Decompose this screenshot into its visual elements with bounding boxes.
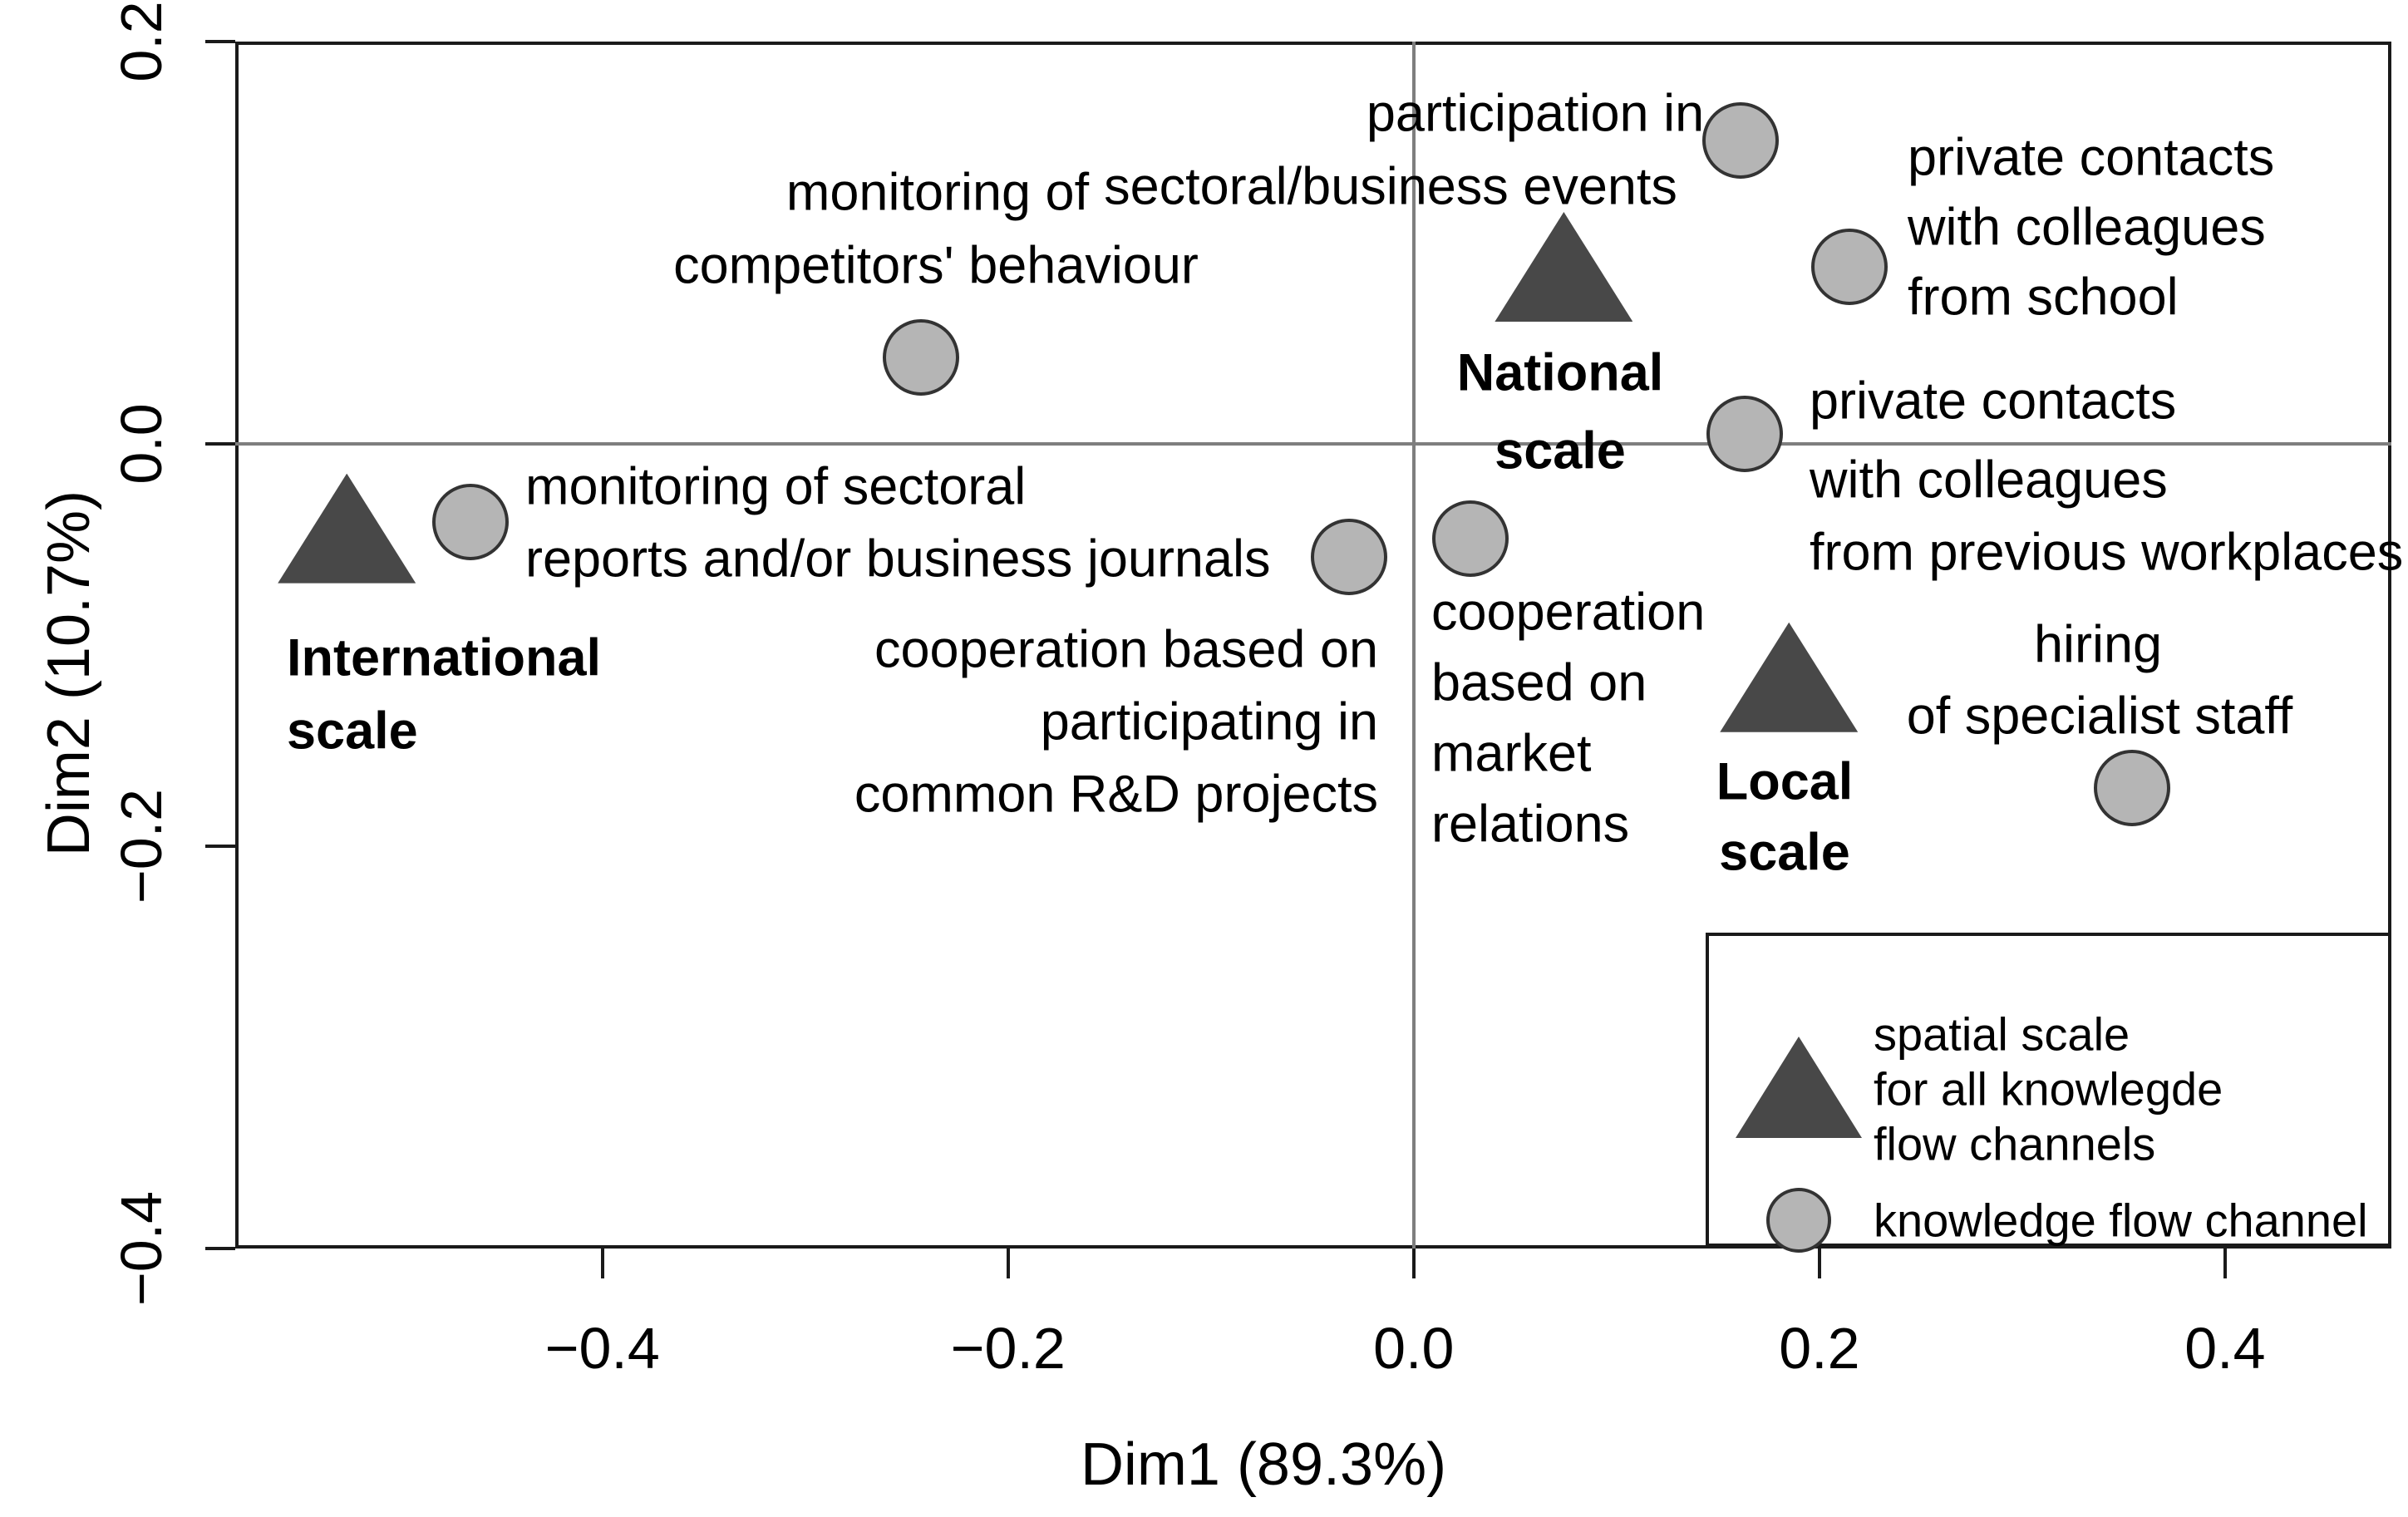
circle-marker-hiring-specialist-staff [2093, 749, 2170, 826]
legend-label-spatial-scale: spatial scale [1874, 1007, 2130, 1061]
x-axis-tick [2223, 1249, 2227, 1278]
circle-marker-monitoring-sectoral-reports [432, 484, 510, 561]
y-zero-reference-line [235, 442, 2391, 446]
point-label-cooperation-market-relations: market [1431, 724, 1592, 783]
point-label-participation-sectoral-business-events: participation in [1366, 84, 1705, 143]
point-label-international-scale: scale [287, 702, 418, 761]
point-label-cooperation-market-relations: cooperation [1431, 583, 1706, 642]
x-axis-tick-label: 0.4 [2184, 1316, 2266, 1381]
point-label-participation-sectoral-business-events: sectoral/business events [1104, 157, 1677, 216]
y-axis-tick [205, 845, 235, 848]
point-label-monitoring-competitors-behaviour: monitoring of [785, 163, 1090, 222]
x-zero-reference-line [1411, 42, 1416, 1249]
x-axis-tick [1817, 1249, 1821, 1278]
y-axis-tick [205, 442, 235, 446]
point-label-international-scale: International [287, 628, 602, 687]
point-label-national-scale: scale [1495, 421, 1626, 480]
point-label-private-contacts-previous-workplaces: from previous workplaces [1810, 523, 2404, 582]
circle-marker-private-contacts-previous-workplaces [1706, 395, 1783, 472]
y-axis-tick-label: −0.2 [109, 788, 174, 904]
x-axis-title: Dim1 (89.3%) [1080, 1431, 1447, 1498]
circle-marker-monitoring-competitors-behaviour [882, 318, 959, 396]
y-axis-tick-label: 0.2 [109, 1, 174, 82]
point-label-monitoring-sectoral-reports: reports and/or business journals [525, 529, 1271, 589]
point-label-local-scale: scale [1719, 823, 1850, 882]
plot-area-border [235, 42, 2391, 1249]
x-axis-tick-label: −0.4 [544, 1316, 660, 1381]
legend-triangle-marker [1736, 1037, 1862, 1138]
point-label-national-scale: National [1456, 343, 1664, 402]
circle-marker-cooperation-common-rd-projects [1310, 518, 1387, 595]
y-axis-tick-label: 0.0 [109, 403, 174, 485]
y-axis-tick [205, 1247, 235, 1250]
x-axis-tick-label: −0.2 [950, 1316, 1066, 1381]
x-axis-tick-label: 0.0 [1373, 1316, 1455, 1381]
y-axis-tick-label: −0.4 [109, 1190, 174, 1307]
point-label-hiring-specialist-staff: of specialist staff [1906, 687, 2293, 746]
point-label-cooperation-market-relations: based on [1431, 653, 1647, 712]
y-axis-tick [205, 40, 235, 43]
point-label-private-contacts-previous-workplaces: with colleagues [1810, 451, 2168, 510]
point-label-cooperation-common-rd-projects: cooperation based on [874, 620, 1378, 679]
point-label-cooperation-common-rd-projects: participating in [1040, 692, 1378, 751]
legend-circle-marker [1766, 1188, 1831, 1253]
point-label-private-contacts-school: from school [1908, 268, 2179, 327]
point-label-private-contacts-school: with colleagues [1908, 198, 2266, 257]
x-axis-tick [1006, 1249, 1010, 1278]
point-label-cooperation-market-relations: relations [1431, 795, 1630, 854]
circle-marker-participation-sectoral-business-events [1701, 101, 1779, 179]
point-label-local-scale: Local [1716, 752, 1854, 811]
point-label-monitoring-sectoral-reports: monitoring of sectoral [525, 457, 1027, 516]
y-axis-title: Dim2 (10.7%) [36, 490, 102, 857]
legend-label-spatial-scale: flow channels [1874, 1117, 2156, 1170]
legend: spatial scale for all knowlegde flow chann… [1706, 933, 2391, 1253]
x-axis-tick [600, 1249, 604, 1278]
point-label-hiring-specialist-staff: hiring [2033, 615, 2163, 674]
point-label-cooperation-common-rd-projects: common R&D projects [854, 765, 1378, 824]
legend-label-spatial-scale: for all knowlegde [1874, 1062, 2223, 1116]
x-axis-tick [1411, 1249, 1416, 1278]
point-label-private-contacts-previous-workplaces: private contacts [1810, 372, 2177, 431]
circle-marker-cooperation-market-relations [1432, 500, 1509, 577]
x-axis-tick-label: 0.2 [1779, 1316, 1860, 1381]
legend-label-knowledge-flow-channel: knowledge flow channel [1874, 1194, 2368, 1247]
point-label-monitoring-competitors-behaviour: competitors' behaviour [673, 236, 1199, 295]
circle-marker-private-contacts-school [1811, 229, 1888, 306]
point-label-private-contacts-school: private contacts [1908, 128, 2275, 187]
